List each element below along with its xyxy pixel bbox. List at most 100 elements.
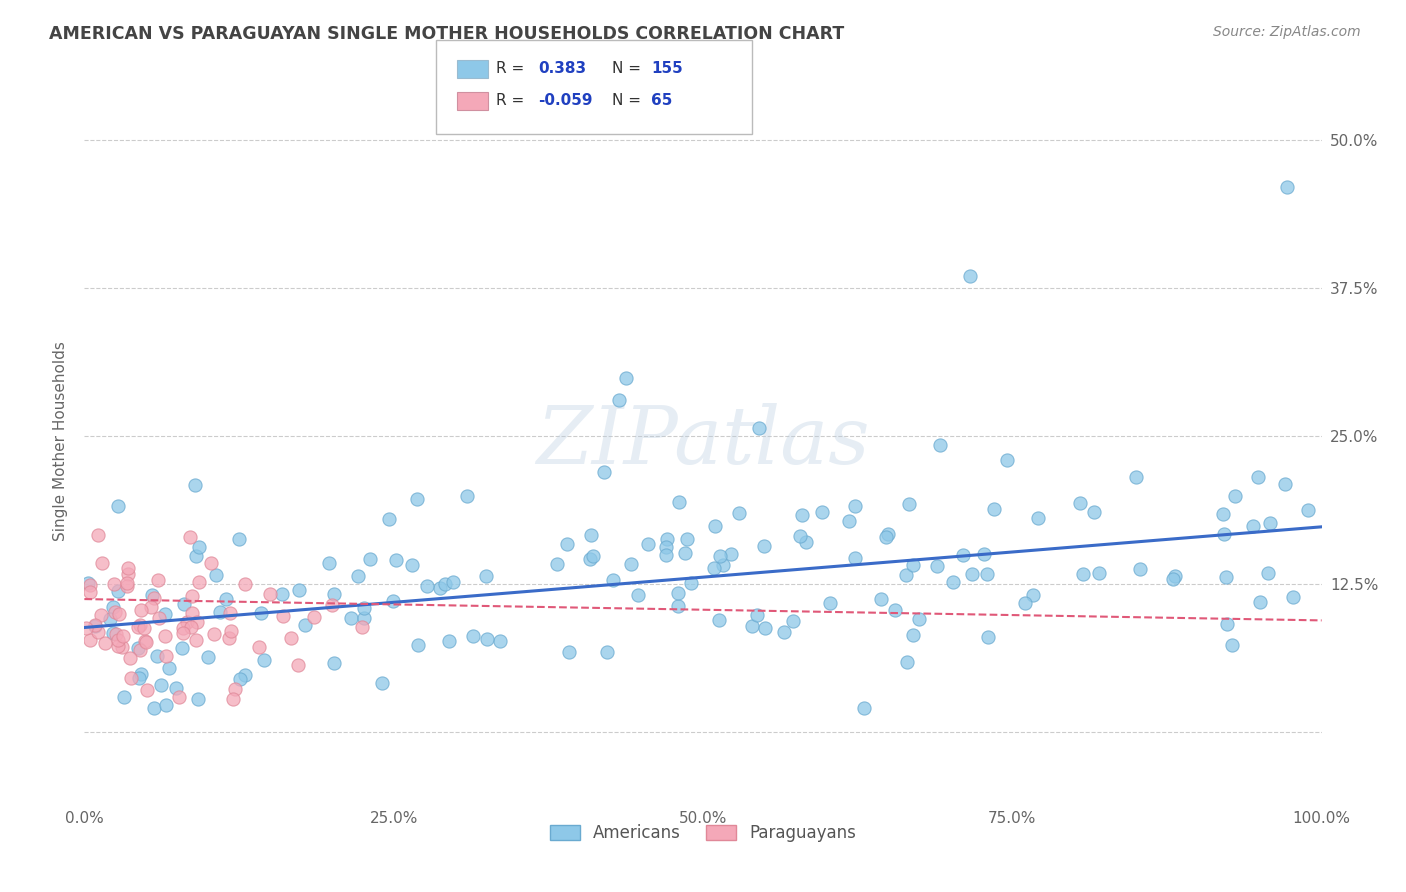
- Point: [838, 514, 860, 528]
- Point: [117, 567, 139, 582]
- Point: [754, 621, 776, 635]
- Point: [976, 630, 998, 644]
- Point: [679, 575, 702, 590]
- Point: [782, 614, 804, 628]
- Point: [321, 598, 343, 612]
- Point: [224, 681, 246, 696]
- Point: [818, 596, 841, 610]
- Point: [1275, 180, 1298, 194]
- Point: [90, 608, 112, 623]
- Point: [172, 626, 194, 640]
- Point: [187, 692, 209, 706]
- Point: [602, 574, 624, 588]
- Point: [1129, 562, 1152, 576]
- Point: [1247, 470, 1270, 484]
- Point: [219, 624, 242, 639]
- Point: [318, 556, 340, 570]
- Point: [579, 552, 602, 566]
- Point: [184, 478, 207, 492]
- Point: [896, 567, 918, 582]
- Point: [1296, 503, 1319, 517]
- Point: [107, 584, 129, 599]
- Point: [416, 579, 439, 593]
- Point: [142, 701, 165, 715]
- Point: [666, 586, 689, 600]
- Point: [146, 648, 169, 663]
- Point: [253, 653, 276, 667]
- Point: [294, 618, 316, 632]
- Point: [741, 619, 763, 633]
- Point: [582, 549, 605, 563]
- Point: [271, 609, 294, 624]
- Point: [385, 552, 408, 566]
- Point: [280, 631, 302, 645]
- Point: [720, 547, 742, 561]
- Point: [209, 605, 232, 619]
- Point: [79, 633, 101, 648]
- Point: [79, 584, 101, 599]
- Text: AMERICAN VS PARAGUAYAN SINGLE MOTHER HOUSEHOLDS CORRELATION CHART: AMERICAN VS PARAGUAYAN SINGLE MOTHER HOU…: [49, 25, 845, 43]
- Point: [381, 594, 404, 608]
- Text: Source: ZipAtlas.com: Source: ZipAtlas.com: [1213, 25, 1361, 39]
- Point: [772, 625, 794, 640]
- Point: [107, 639, 129, 653]
- Point: [170, 640, 193, 655]
- Point: [287, 657, 309, 672]
- Point: [180, 607, 202, 621]
- Point: [439, 633, 461, 648]
- Point: [94, 635, 117, 649]
- Point: [901, 628, 924, 642]
- Point: [186, 615, 208, 629]
- Point: [84, 618, 107, 632]
- Point: [302, 609, 325, 624]
- Point: [877, 526, 900, 541]
- Point: [371, 676, 394, 690]
- Point: [127, 620, 149, 634]
- Point: [347, 569, 370, 583]
- Point: [148, 611, 170, 625]
- Point: [908, 612, 931, 626]
- Point: [790, 508, 813, 523]
- Point: [188, 574, 211, 589]
- Point: [176, 615, 198, 629]
- Point: [77, 575, 100, 590]
- Point: [870, 591, 893, 606]
- Point: [118, 650, 141, 665]
- Point: [87, 624, 110, 639]
- Point: [1083, 505, 1105, 519]
- Point: [288, 583, 311, 598]
- Point: [655, 540, 678, 554]
- Point: [1215, 569, 1237, 583]
- Point: [215, 591, 238, 606]
- Point: [323, 587, 346, 601]
- Text: N =: N =: [612, 62, 641, 76]
- Point: [1274, 477, 1296, 491]
- Point: [709, 613, 731, 627]
- Point: [129, 666, 152, 681]
- Point: [132, 621, 155, 635]
- Point: [249, 606, 271, 620]
- Point: [959, 268, 981, 283]
- Point: [1212, 508, 1234, 522]
- Point: [1215, 616, 1237, 631]
- Point: [112, 690, 135, 704]
- Point: [181, 589, 204, 603]
- Point: [852, 701, 875, 715]
- Point: [120, 671, 142, 685]
- Point: [1258, 516, 1281, 530]
- Point: [200, 556, 222, 570]
- Point: [353, 611, 375, 625]
- Point: [614, 371, 637, 385]
- Point: [1213, 527, 1236, 541]
- Point: [107, 499, 129, 513]
- Point: [475, 632, 498, 647]
- Point: [222, 692, 245, 706]
- Point: [1088, 566, 1111, 581]
- Point: [983, 502, 1005, 516]
- Point: [1163, 569, 1185, 583]
- Point: [1161, 573, 1184, 587]
- Point: [962, 566, 984, 581]
- Point: [155, 648, 177, 663]
- Point: [925, 559, 948, 574]
- Point: [794, 535, 817, 549]
